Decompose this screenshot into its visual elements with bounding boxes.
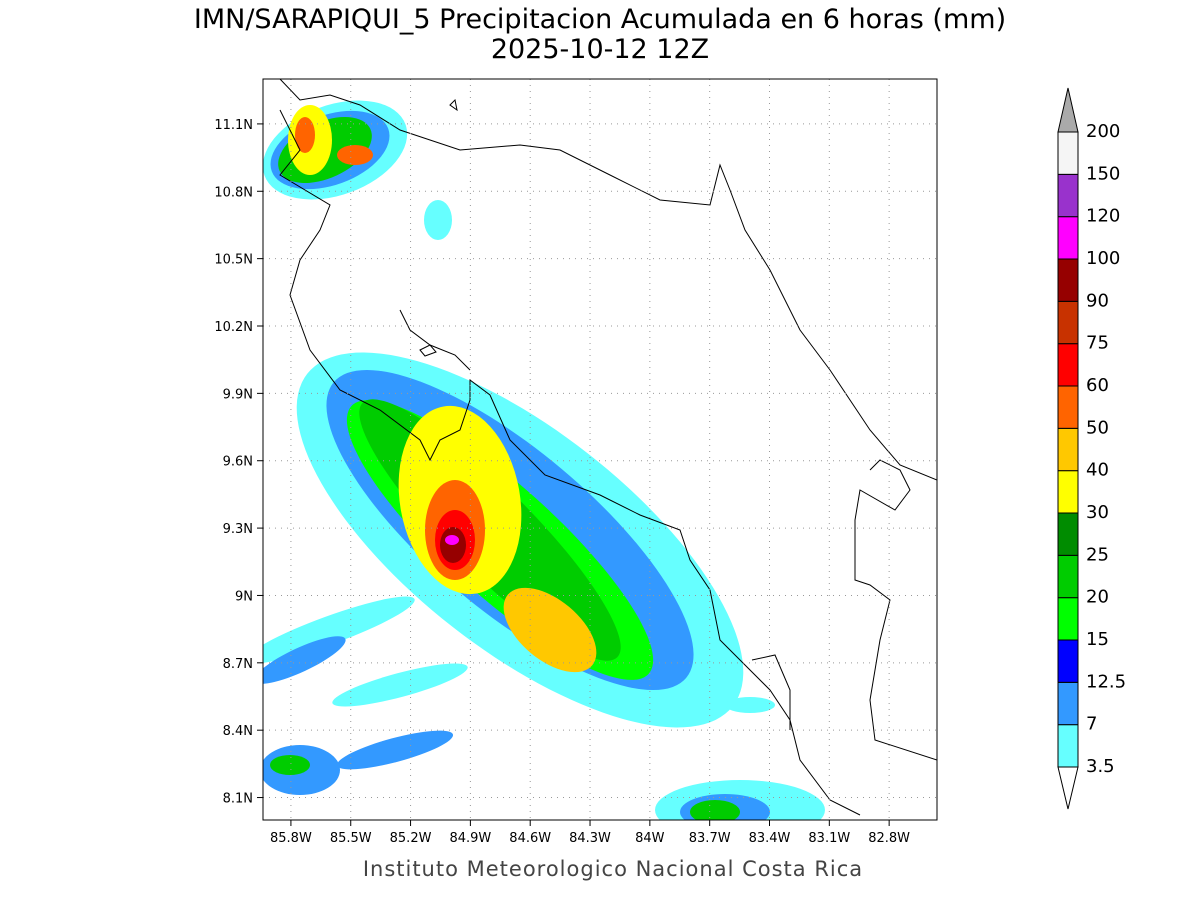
colorbar-box — [1057, 343, 1079, 387]
axes: 85.8W 85.5W 85.2W 84.9W 84.6W 84.3W 84W 83.7W 83… — [214, 118, 910, 846]
colorbar-label: 20 — [1086, 587, 1109, 608]
colorbar-label: 120 — [1086, 206, 1120, 227]
subtitle: 2025-10-12 12Z — [491, 34, 709, 65]
colorbar-box — [1057, 173, 1079, 218]
coastlines — [279, 79, 937, 816]
colorbar-box — [1057, 597, 1079, 641]
x-tick-label: 85.8W — [270, 831, 312, 846]
x-tick-label: 83.4W — [749, 831, 791, 846]
colorbar-box — [1057, 681, 1079, 726]
grid — [263, 79, 937, 820]
colorbar-label: 12.5 — [1086, 671, 1126, 692]
precip-field — [263, 100, 825, 820]
colorbar-label: 150 — [1086, 163, 1120, 184]
y-tick-label: 8.7N — [223, 657, 253, 672]
colorbar-box — [1057, 300, 1079, 345]
map-frame — [262, 78, 938, 821]
x-tick-label: 84W — [635, 831, 665, 846]
y-tick-label: 10.5N — [214, 253, 253, 268]
colorbar-label: 40 — [1086, 460, 1109, 481]
colorbar-label: 15 — [1086, 629, 1109, 650]
x-tick-label: 84.3W — [569, 831, 611, 846]
y-tick-label: 9.6N — [223, 455, 253, 470]
colorbar-label: 200 — [1086, 121, 1120, 142]
x-tick-label: 84.6W — [509, 831, 551, 846]
y-tick-label: 9.3N — [223, 522, 253, 537]
x-tick-label: 85.2W — [390, 831, 432, 846]
y-tick-label: 8.1N — [223, 792, 253, 807]
x-tick-label: 85.5W — [330, 831, 372, 846]
title: IMN/SARAPIQUI_5 Precipitacion Acumulada … — [194, 4, 1006, 35]
y-tick-label: 11.1N — [214, 118, 253, 133]
colorbar: 3.5 7 12.5 15 20 25 30 40 50 60 75 90 100 120 150 200 — [1057, 87, 1126, 810]
colorbar-label: 100 — [1086, 248, 1120, 269]
colorbar-label: 25 — [1086, 544, 1109, 565]
x-tick-label: 84.9W — [449, 831, 491, 846]
colorbar-box — [1057, 554, 1079, 599]
y-tick-label: 10.2N — [214, 320, 253, 335]
y-tick-label: 10.8N — [214, 185, 253, 200]
colorbar-label: 50 — [1086, 417, 1109, 438]
colorbar-under — [1057, 766, 1079, 810]
colorbar-box — [1057, 385, 1079, 429]
colorbar-over — [1057, 87, 1079, 133]
colorbar-box — [1057, 512, 1079, 556]
colorbar-box — [1057, 639, 1079, 683]
colorbar-box — [1057, 470, 1079, 514]
y-tick-label: 9.9N — [223, 387, 253, 402]
x-tick-label: 82.8W — [868, 831, 910, 846]
colorbar-label: 60 — [1086, 375, 1109, 396]
colorbar-label: 7 — [1086, 714, 1097, 735]
colorbar-box — [1057, 724, 1079, 768]
colorbar-label: 30 — [1086, 502, 1109, 523]
colorbar-box — [1057, 427, 1079, 472]
colorbar-box — [1057, 131, 1079, 175]
colorbar-box — [1057, 216, 1079, 260]
colorbar-box — [1057, 258, 1079, 302]
y-tick-label: 9N — [235, 589, 253, 604]
colorbar-label: 3.5 — [1086, 756, 1115, 777]
footer: Instituto Meteorologico Nacional Costa R… — [363, 857, 863, 881]
y-tick-label: 8.4N — [223, 724, 253, 739]
x-tick-label: 83.1W — [808, 831, 850, 846]
colorbar-label: 75 — [1086, 333, 1109, 354]
colorbar-label: 90 — [1086, 290, 1109, 311]
x-tick-label: 83.7W — [689, 831, 731, 846]
